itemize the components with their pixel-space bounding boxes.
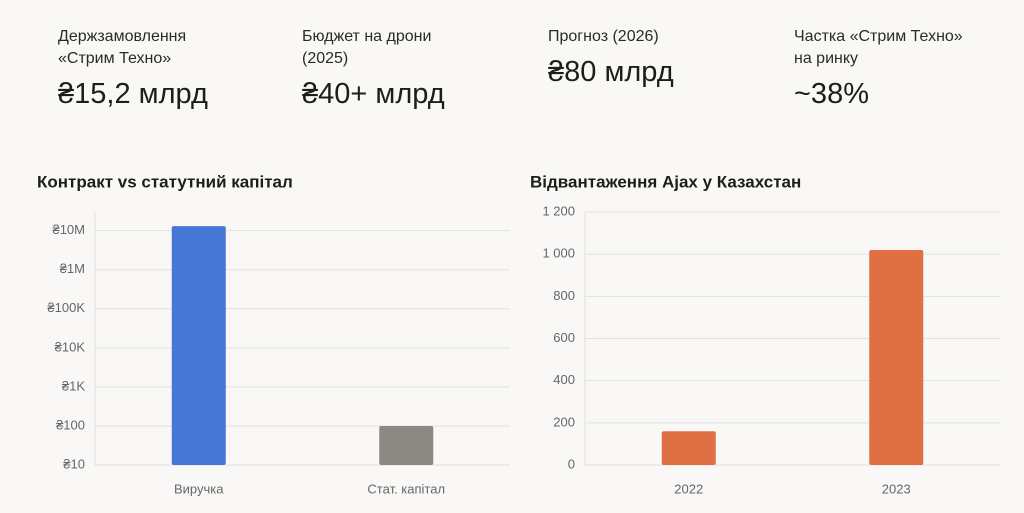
stat-label: Держзамовлення «Стрим Техно»	[58, 28, 187, 67]
stat-card: Бюджет на дрони (2025) ₴40+ млрд	[302, 26, 492, 114]
bar	[379, 425, 434, 465]
stat-label: Частка «Стрим Техно» на ринку	[794, 28, 963, 67]
y-tick-label: 1 000	[542, 246, 575, 261]
y-tick-label: ₴10	[63, 456, 85, 471]
stat-card: Частка «Стрим Техно» на ринку ~38%	[794, 26, 984, 114]
stat-label: Бюджет на дрони (2025)	[302, 28, 432, 67]
stat-value: ₴40+ млрд	[302, 78, 445, 110]
x-tick-label: 2023	[882, 481, 911, 496]
stat-label: Прогноз (2026)	[548, 28, 659, 45]
x-tick-label: 2022	[674, 481, 703, 496]
bar	[661, 431, 716, 465]
bar	[869, 249, 924, 465]
y-tick-label: 400	[553, 372, 575, 387]
stat-card: Прогноз (2026) ₴80 млрд	[548, 26, 738, 92]
y-tick-label: ₴10K	[55, 339, 86, 354]
x-tick-label: Стат. капітал	[367, 481, 445, 496]
y-tick-label: 0	[568, 456, 575, 471]
y-tick-label: ₴100K	[47, 300, 85, 315]
chart-title: Відвантаження Ajax у Казахстан	[530, 172, 801, 191]
stat-card: Держзамовлення «Стрим Техно» ₴15,2 млрд	[58, 26, 248, 114]
y-tick-label: ₴1K	[62, 378, 85, 393]
y-tick-label: ₴10M	[52, 222, 85, 237]
stat-value: ₴15,2 млрд	[58, 78, 208, 110]
y-tick-label: 1 200	[542, 203, 575, 218]
y-tick-label: 800	[553, 288, 575, 303]
chart-title: Контракт vs статутний капітал	[37, 172, 293, 191]
y-tick-label: 200	[553, 414, 575, 429]
y-tick-label: ₴100	[56, 417, 85, 432]
stat-value: ~38%	[794, 78, 869, 110]
bar	[171, 226, 226, 465]
y-tick-label: 600	[553, 330, 575, 345]
stat-value: ₴80 млрд	[548, 56, 674, 88]
y-tick-label: ₴1M	[60, 261, 85, 276]
x-tick-label: Виручка	[174, 481, 224, 496]
